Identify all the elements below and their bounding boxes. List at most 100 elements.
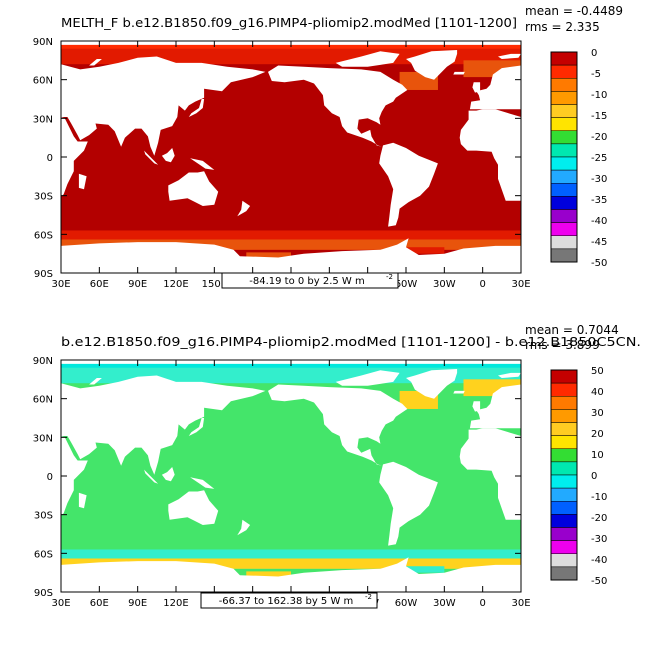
lat-tick-label: 30N: [33, 433, 53, 444]
landmass-namerica: [268, 65, 408, 147]
landmass-borneo: [161, 467, 175, 482]
colorbar-swatch: [550, 117, 578, 131]
lon-tick-label: 30W: [433, 279, 456, 290]
ross-sea-patch: [246, 571, 291, 578]
colorbar-label: -20: [591, 513, 607, 524]
lon-tick-label: 0: [479, 598, 485, 609]
lon-tick-label: 60W: [395, 279, 418, 290]
landmass-novaya: [89, 378, 102, 385]
landmass-samerica: [379, 142, 438, 227]
mean-label: mean = 0.7044: [525, 323, 619, 337]
lat-tick-label: 60N: [33, 76, 53, 87]
lat-tick-label: 60S: [34, 549, 53, 560]
colorbar-swatch: [550, 169, 578, 184]
colorbar-label: -40: [591, 216, 607, 227]
landmass-madagascar: [78, 492, 87, 509]
lat-tick-label: 60N: [33, 395, 53, 406]
landmass-africa_w: [459, 428, 521, 520]
colorbar-swatch: [550, 461, 578, 476]
lat-tick-label: 90N: [33, 37, 53, 48]
colorbar-swatch: [550, 156, 578, 171]
colorbar-swatch: [550, 540, 578, 554]
lat-tick-label: 90S: [34, 588, 53, 599]
colorbar-swatch: [550, 64, 578, 79]
colorbar-swatch: [550, 514, 578, 528]
landmass-iceland: [453, 390, 465, 394]
lon-tick-label: 60E: [90, 279, 109, 290]
panel-title: MELTH_F b.e12.B1850.f09_g16.PIMP4-pliomi…: [61, 15, 517, 30]
lon-tick-label: 120E: [163, 598, 188, 609]
landmass-arctic_isl: [335, 370, 400, 386]
ross-sea-patch: [246, 252, 291, 259]
colorbar-swatch: [550, 396, 578, 410]
contour-info-box: [221, 272, 399, 289]
landmass-australia: [168, 171, 219, 206]
southern-ocean-edge: [61, 558, 521, 569]
contour-info-exponent: -2: [386, 273, 393, 281]
colorbar-swatch: [550, 183, 578, 197]
colorbar-swatch: [550, 91, 578, 105]
rms-label: rms = 3.899: [525, 338, 600, 352]
lat-tick-label: 90N: [33, 356, 53, 367]
southern-ocean-edge: [61, 239, 521, 250]
lon-tick-label: 90E: [128, 598, 147, 609]
colorbar-label: -20: [591, 132, 607, 143]
landmass-svalbard: [498, 372, 521, 378]
mean-label: mean = -0.4489: [525, 4, 623, 18]
lon-tick-label: 60E: [90, 598, 109, 609]
landmass-japan: [188, 418, 205, 436]
colorbar-swatch: [550, 474, 578, 489]
colorbar-label: -25: [591, 153, 607, 164]
panel-title: b.e12.B1850.f09_g16.PIMP4-pliomip2.modMe…: [61, 334, 641, 349]
colorbar-label: -45: [591, 237, 607, 248]
lon-tick-label: 30W: [433, 598, 456, 609]
lon-tick-label: 60W: [395, 598, 418, 609]
landmass-arctic_isl: [335, 51, 400, 67]
landmass-svalbard: [498, 53, 521, 59]
colorbar-label: -15: [591, 111, 607, 122]
weddell-sea-patch: [406, 247, 445, 254]
contour-info-label: -66.37 to 162.38 by 5 W m: [219, 596, 354, 607]
landmass-greenland: [406, 50, 458, 80]
colorbar-swatch: [550, 143, 578, 158]
lon-tick-label: 120E: [163, 279, 188, 290]
weddell-sea-patch: [406, 566, 445, 573]
colorbar-label: -10: [591, 492, 607, 503]
landmass-europe_w: [469, 65, 521, 110]
colorbar-label: 30: [591, 408, 604, 419]
lon-tick-label: 90E: [128, 279, 147, 290]
colorbar-label: 50: [591, 366, 604, 377]
landmass-japan: [188, 99, 205, 117]
lon-tick-label: 150E: [202, 279, 227, 290]
colorbar-swatch: [550, 382, 578, 397]
map-panel-2: 90N60N30N030S60S90S30E60E90E120E150E1801…: [33, 323, 641, 609]
colorbar-label: 20: [591, 429, 604, 440]
contour-info-box: [200, 592, 378, 609]
landmass-ukisl: [472, 82, 481, 93]
colorbar-swatch: [550, 487, 578, 502]
colorbar-label: -30: [591, 534, 607, 545]
landmass-greenland: [406, 369, 458, 399]
colorbar-swatch: [550, 78, 578, 92]
colorbar-swatch: [550, 527, 578, 541]
colorbar-swatch: [550, 369, 578, 384]
colorbar-label: 40: [591, 387, 604, 398]
lon-tick-label: 30E: [51, 279, 70, 290]
colorbar-swatch: [550, 196, 578, 210]
colorbar-swatch: [550, 553, 578, 568]
landmass-samerica: [379, 461, 438, 546]
lon-tick-label: 0: [479, 279, 485, 290]
landmass-ukisl: [472, 401, 481, 412]
landmass-africa_w: [459, 109, 521, 201]
colorbar-swatch: [550, 235, 578, 250]
colorbar-label: 0: [591, 48, 597, 59]
landmass-europe_w: [469, 384, 521, 429]
colorbar-swatch: [550, 51, 578, 66]
colorbar-label: 10: [591, 450, 604, 461]
lat-tick-label: 30S: [34, 511, 53, 522]
landmass-antarctica: [61, 238, 521, 273]
landmass-novaya: [89, 59, 102, 66]
colorbar-swatch: [550, 566, 578, 581]
landmass-newguinea: [190, 158, 215, 170]
